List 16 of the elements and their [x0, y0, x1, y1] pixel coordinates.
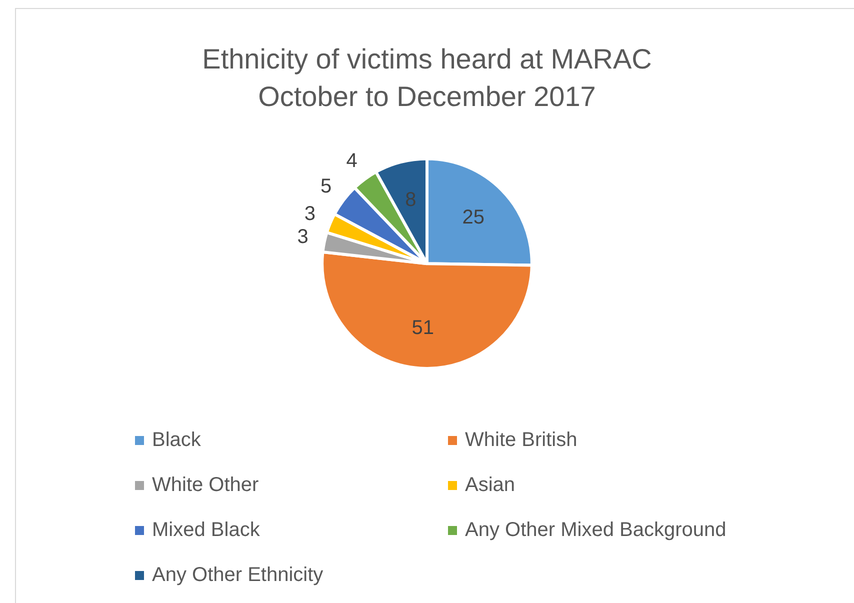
legend-label: Mixed Black — [152, 518, 260, 542]
data-label: 5 — [320, 175, 332, 198]
legend-label: Black — [152, 428, 201, 452]
chart-title: Ethnicity of victims heard at MARAC — [202, 44, 652, 75]
data-label: 3 — [297, 226, 308, 248]
legend-label: White British — [465, 428, 578, 452]
legend-label: Any Other Mixed Background — [465, 518, 726, 542]
legend-label: Any Other Ethnicity — [152, 564, 324, 586]
data-label: 25 — [462, 206, 484, 228]
chart-subtitle: October to December 2017 — [258, 81, 596, 112]
data-label: 4 — [346, 150, 358, 172]
legend-label: White Other — [152, 474, 259, 496]
legend-label: Asian — [465, 474, 516, 496]
data-label: 51 — [412, 317, 434, 340]
data-label: 8 — [405, 189, 416, 212]
data-label: 3 — [304, 203, 316, 226]
